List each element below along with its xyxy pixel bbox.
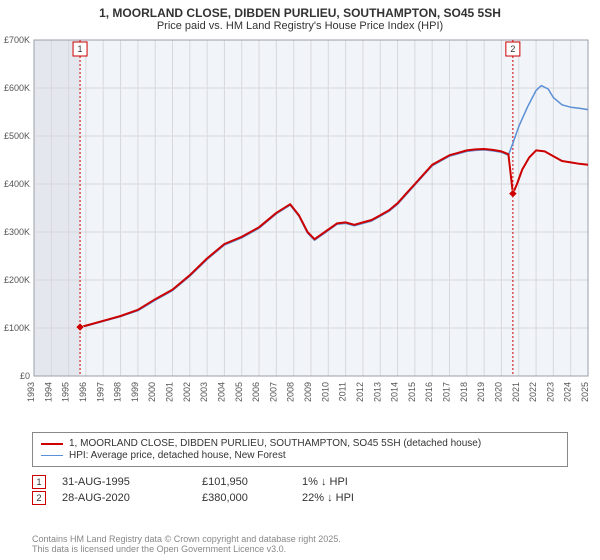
event-date: 28-AUG-2020	[62, 492, 202, 504]
svg-text:2012: 2012	[355, 382, 365, 402]
svg-text:2005: 2005	[234, 382, 244, 402]
svg-text:£700K: £700K	[4, 36, 30, 45]
chart-titles: 1, MOORLAND CLOSE, DIBDEN PURLIEU, SOUTH…	[0, 0, 600, 34]
svg-text:£300K: £300K	[4, 227, 30, 237]
svg-text:1998: 1998	[113, 382, 123, 402]
event-number-box: 2	[32, 491, 46, 505]
footer-line2: This data is licensed under the Open Gov…	[32, 544, 341, 554]
svg-text:2: 2	[510, 44, 515, 54]
legend-item: 1, MOORLAND CLOSE, DIBDEN PURLIEU, SOUTH…	[41, 438, 559, 449]
event-row: 1 31-AUG-1995£101,9501% ↓ HPI	[32, 475, 568, 489]
event-pct: 22% ↓ HPI	[302, 492, 392, 504]
legend-swatch	[41, 443, 63, 445]
svg-text:2020: 2020	[493, 382, 503, 402]
svg-text:2019: 2019	[476, 382, 486, 402]
svg-text:£600K: £600K	[4, 83, 30, 93]
svg-text:£400K: £400K	[4, 179, 30, 189]
svg-text:1995: 1995	[61, 382, 71, 402]
svg-text:2013: 2013	[372, 382, 382, 402]
event-number-box: 1	[32, 475, 46, 489]
chart-area: £0 £100K £200K £300K £400K £500K £600K £700K 199…	[0, 36, 600, 424]
legend-block: 1, MOORLAND CLOSE, DIBDEN PURLIEU, SOUTH…	[32, 432, 568, 507]
svg-text:1999: 1999	[130, 382, 140, 402]
event-price: £101,950	[202, 476, 302, 488]
event-rows: 1 31-AUG-1995£101,9501% ↓ HPI 2 28-AUG-2020…	[32, 475, 568, 505]
svg-text:£500K: £500K	[4, 131, 30, 141]
svg-text:2017: 2017	[442, 382, 452, 402]
legend-label: 1, MOORLAND CLOSE, DIBDEN PURLIEU, SOUTH…	[69, 438, 481, 449]
svg-text:2004: 2004	[216, 382, 226, 402]
svg-text:2002: 2002	[182, 382, 192, 402]
svg-text:2003: 2003	[199, 382, 209, 402]
legend-swatch	[41, 455, 63, 456]
event-row: 2 28-AUG-2020£380,00022% ↓ HPI	[32, 491, 568, 505]
legend-box: 1, MOORLAND CLOSE, DIBDEN PURLIEU, SOUTH…	[32, 432, 568, 467]
footer-line1: Contains HM Land Registry data © Crown c…	[32, 534, 341, 544]
svg-text:2023: 2023	[545, 382, 555, 402]
svg-text:2021: 2021	[511, 382, 521, 402]
svg-text:1: 1	[78, 44, 83, 54]
svg-text:2008: 2008	[286, 382, 296, 402]
svg-text:1996: 1996	[78, 382, 88, 402]
legend-item: HPI: Average price, detached house, New …	[41, 450, 559, 461]
svg-text:£100K: £100K	[4, 323, 30, 333]
svg-text:2024: 2024	[563, 382, 573, 402]
svg-text:2018: 2018	[459, 382, 469, 402]
svg-text:1994: 1994	[43, 382, 53, 402]
svg-text:2009: 2009	[303, 382, 313, 402]
svg-text:2015: 2015	[407, 382, 417, 402]
svg-text:1993: 1993	[26, 382, 36, 402]
line-chart: £0 £100K £200K £300K £400K £500K £600K £700K 199…	[0, 36, 600, 424]
svg-text:2014: 2014	[390, 382, 400, 402]
svg-text:2010: 2010	[320, 382, 330, 402]
footer-attribution: Contains HM Land Registry data © Crown c…	[32, 534, 341, 554]
svg-text:2007: 2007	[268, 382, 278, 402]
svg-text:2025: 2025	[580, 382, 590, 402]
event-price: £380,000	[202, 492, 302, 504]
event-pct: 1% ↓ HPI	[302, 476, 392, 488]
title-line1: 1, MOORLAND CLOSE, DIBDEN PURLIEU, SOUTH…	[10, 6, 590, 20]
svg-text:2022: 2022	[528, 382, 538, 402]
svg-text:£0: £0	[20, 371, 30, 381]
svg-text:2011: 2011	[338, 382, 348, 401]
svg-text:2000: 2000	[147, 382, 157, 402]
svg-text:2006: 2006	[251, 382, 261, 402]
legend-label: HPI: Average price, detached house, New …	[69, 450, 286, 461]
event-date: 31-AUG-1995	[62, 476, 202, 488]
title-line2: Price paid vs. HM Land Registry's House …	[10, 20, 590, 32]
svg-text:1997: 1997	[95, 382, 105, 402]
svg-text:2001: 2001	[165, 382, 175, 402]
svg-text:£200K: £200K	[4, 275, 30, 285]
svg-text:2016: 2016	[424, 382, 434, 402]
